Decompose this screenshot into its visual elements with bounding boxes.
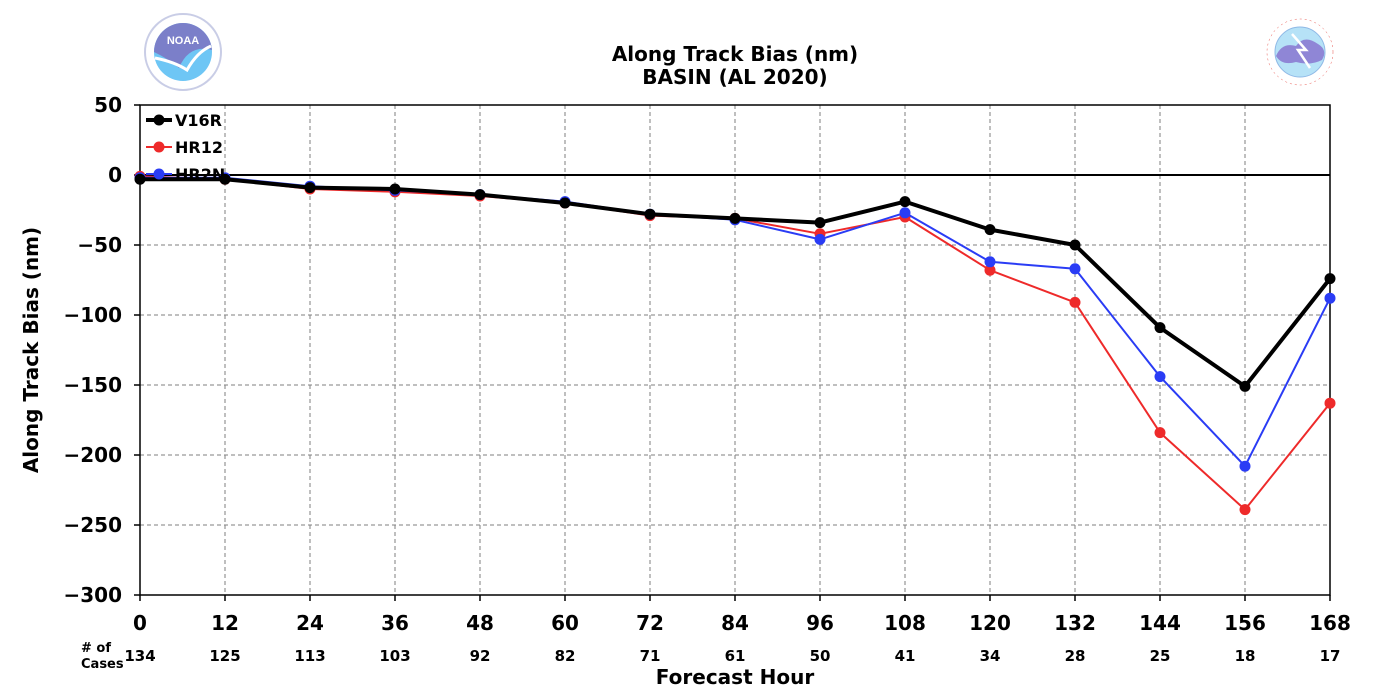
- x-tick-label: 12: [211, 611, 239, 635]
- legend-swatch-marker: [153, 168, 165, 180]
- data-point: [1154, 322, 1166, 334]
- data-point: [1239, 380, 1251, 392]
- cases-count: 125: [209, 647, 240, 665]
- cases-label-line2: Cases: [81, 657, 124, 672]
- legend-item-v16r: V16R: [146, 111, 222, 130]
- legend-label: HR12: [175, 138, 223, 157]
- y-tick-label: −100: [63, 303, 122, 327]
- noaa-logo-text: NOAA: [167, 35, 199, 47]
- x-tick-label: 72: [636, 611, 664, 635]
- x-tick-label: 132: [1054, 611, 1096, 635]
- x-tick-label: 24: [296, 611, 324, 635]
- y-axis-label: Along Track Bias (nm): [19, 227, 43, 473]
- data-point: [984, 224, 996, 236]
- cases-count: 134: [124, 647, 155, 665]
- grid-lines: [140, 105, 1330, 595]
- series-v16r: [134, 173, 1336, 392]
- cases-count: 71: [640, 647, 661, 665]
- data-point: [1324, 273, 1336, 285]
- data-point: [899, 196, 911, 208]
- y-tick-label: −200: [63, 443, 122, 467]
- cases-count: 41: [895, 647, 916, 665]
- data-point: [389, 183, 401, 195]
- cases-count: 92: [470, 647, 491, 665]
- nws-logo-icon: [1262, 14, 1338, 90]
- cases-count: 103: [379, 647, 410, 665]
- data-point: [134, 173, 146, 185]
- legend-swatch-marker: [153, 114, 165, 126]
- legend-swatch-marker: [153, 141, 165, 153]
- data-point: [814, 233, 826, 245]
- data-point: [559, 197, 571, 209]
- legend-label: HR2N: [175, 165, 225, 184]
- x-axis-ticks: 0 12 24 36 48 60 72 84 96 108 120 132 144 156 168: [133, 595, 1351, 635]
- data-point: [984, 264, 996, 276]
- series-group: [134, 170, 1336, 516]
- y-tick-label: 50: [94, 93, 122, 117]
- legend: V16R HR12 HR2N: [146, 111, 225, 184]
- data-point: [1324, 292, 1336, 304]
- x-tick-label: 96: [806, 611, 834, 635]
- cases-row: 134 125 113 103 92 82 71 61 50 41 34 28 25 18 17: [124, 647, 1340, 665]
- x-tick-label: 60: [551, 611, 579, 635]
- cases-count: 28: [1065, 647, 1086, 665]
- x-tick-label: 48: [466, 611, 494, 635]
- legend-item-hr12: HR12: [146, 138, 223, 157]
- data-point: [1324, 397, 1336, 409]
- data-point: [474, 189, 486, 201]
- x-axis-label: Forecast Hour: [656, 665, 815, 689]
- cases-count: 18: [1235, 647, 1256, 665]
- y-tick-label: −50: [77, 233, 122, 257]
- x-tick-label: 168: [1309, 611, 1351, 635]
- data-point: [814, 217, 826, 229]
- data-point: [1154, 371, 1166, 383]
- data-point: [304, 182, 316, 194]
- cases-count: 113: [294, 647, 325, 665]
- y-tick-label: −150: [63, 373, 122, 397]
- cases-count: 82: [555, 647, 576, 665]
- y-tick-label: −250: [63, 513, 122, 537]
- cases-label-line1: # of: [81, 641, 111, 656]
- x-tick-label: 0: [133, 611, 147, 635]
- x-tick-label: 156: [1224, 611, 1266, 635]
- cases-count: 61: [725, 647, 746, 665]
- legend-item-hr2n: HR2N: [146, 165, 225, 184]
- data-point: [1239, 504, 1251, 516]
- y-axis-ticks: 50 0 −50 −100 −150 −200 −250 −300: [63, 93, 140, 607]
- cases-count: 17: [1320, 647, 1341, 665]
- data-point: [1069, 239, 1081, 251]
- x-tick-label: 84: [721, 611, 749, 635]
- noaa-logo-icon: NOAA: [144, 13, 222, 91]
- x-tick-label: 120: [969, 611, 1011, 635]
- x-tick-label: 108: [884, 611, 926, 635]
- data-point: [1069, 296, 1081, 308]
- data-point: [219, 173, 231, 185]
- data-point: [1154, 427, 1166, 439]
- y-tick-label: 0: [108, 163, 122, 187]
- cases-count: 34: [980, 647, 1001, 665]
- cases-count: 50: [810, 647, 831, 665]
- data-point: [1239, 460, 1251, 472]
- y-tick-label: −300: [63, 583, 122, 607]
- chart-title: Along Track Bias (nm): [612, 42, 858, 66]
- data-point: [984, 256, 996, 268]
- cases-count: 25: [1150, 647, 1171, 665]
- data-point: [644, 208, 656, 220]
- chart-subtitle: BASIN (AL 2020): [642, 65, 827, 89]
- x-tick-label: 144: [1139, 611, 1181, 635]
- data-point: [729, 212, 741, 224]
- legend-label: V16R: [175, 111, 222, 130]
- data-point: [1069, 263, 1081, 275]
- data-point: [899, 207, 911, 219]
- x-tick-label: 36: [381, 611, 409, 635]
